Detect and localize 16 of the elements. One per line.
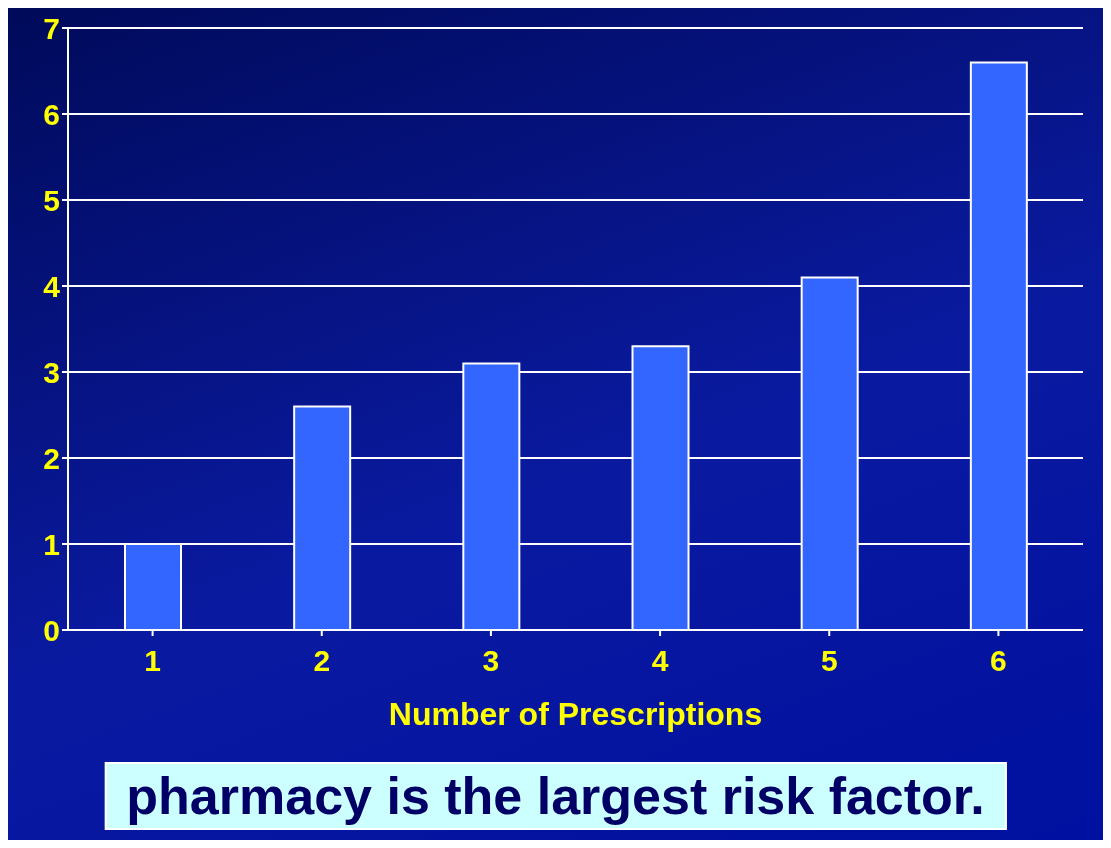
y-tick-label: 0 bbox=[43, 613, 60, 647]
x-tick-label: 3 bbox=[482, 644, 500, 678]
y-tick-label: 1 bbox=[43, 527, 60, 561]
y-tick-label: 5 bbox=[43, 183, 60, 217]
x-tick-label: 2 bbox=[313, 644, 331, 678]
x-tick-label: 6 bbox=[990, 644, 1007, 678]
y-tick-label: 3 bbox=[43, 355, 60, 389]
x-tick-label: 1 bbox=[144, 644, 161, 678]
x-tick-label: 4 bbox=[651, 644, 669, 678]
x-tick-label: 5 bbox=[820, 644, 838, 678]
y-tick-label: 2 bbox=[43, 441, 60, 475]
x-axis-title: Number of Prescriptions bbox=[388, 696, 763, 732]
text: pharmacy is the largest risk factor. bbox=[104, 762, 1007, 830]
y-tick-label: 7 bbox=[43, 11, 60, 45]
y-tick-label: 6 bbox=[43, 97, 60, 131]
y-tick-label: 4 bbox=[43, 269, 61, 303]
